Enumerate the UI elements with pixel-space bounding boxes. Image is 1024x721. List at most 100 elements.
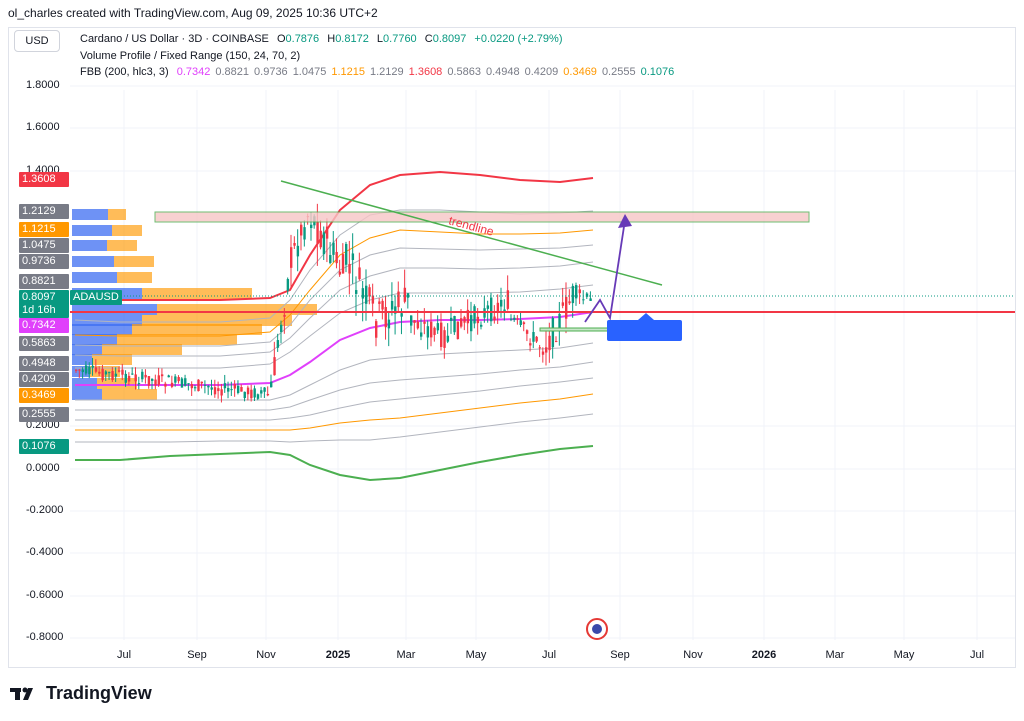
candle-body <box>578 289 581 294</box>
candle-body <box>513 317 516 320</box>
upper-band-line <box>75 170 594 301</box>
candle-body <box>213 387 217 395</box>
candle-body <box>486 305 490 309</box>
x-axis-label: Jul <box>541 649 557 661</box>
price-tag: 0.7342 <box>19 318 69 333</box>
candle-body <box>387 319 391 329</box>
price-tag: 0.1076 <box>19 439 69 454</box>
candle-body <box>240 386 243 392</box>
volume-profile-bar <box>72 344 102 355</box>
symbol-tag: ADAUSD <box>70 290 122 305</box>
x-axis-label: May <box>893 649 915 661</box>
candle-body <box>316 221 319 244</box>
candle-body <box>568 301 571 304</box>
y-axis-label: -0.6000 <box>26 589 64 601</box>
candle-body <box>473 306 476 324</box>
fbb-value: 0.9736 <box>254 66 288 78</box>
price-tag: 1.1215 <box>19 222 69 237</box>
fbb-value: 0.5863 <box>447 66 481 78</box>
candle-body <box>403 287 407 302</box>
candle-body <box>416 321 420 329</box>
y-axis-label: 0.2000 <box>26 419 60 431</box>
volume-profile-bar <box>132 324 262 335</box>
candle-body <box>184 378 187 386</box>
candle-body <box>137 383 141 385</box>
chart-pane[interactable] <box>8 27 1016 668</box>
fbb-value: 0.7342 <box>176 66 211 78</box>
volume-profile-bar <box>72 209 108 220</box>
candle-body <box>134 374 137 382</box>
volume-profile-bar <box>117 334 237 345</box>
volume-profile-bar <box>72 256 114 267</box>
candle-body <box>456 321 460 340</box>
candle-body <box>519 320 522 325</box>
candle-body <box>510 318 513 320</box>
candle-body <box>75 369 78 371</box>
candle-body <box>220 389 223 396</box>
fbb-value: 1.2129 <box>370 66 404 78</box>
candle-body <box>585 293 589 297</box>
x-axis-label: May <box>465 649 487 661</box>
arrow-head <box>618 214 632 228</box>
symbol-legend[interactable]: Cardano / US Dollar · 3D · COINBASE O0.7… <box>80 33 568 45</box>
candle-body <box>78 369 81 371</box>
price-tag: 1.3608 <box>19 172 69 187</box>
annotation-pointer <box>638 313 654 320</box>
candle-body <box>253 388 256 398</box>
candle-body <box>203 384 207 386</box>
fbb-value: 1.0475 <box>292 66 327 78</box>
candle-body <box>426 326 430 338</box>
candle-body <box>170 382 174 387</box>
candle-body <box>104 371 108 375</box>
candle-body <box>141 371 144 380</box>
x-axis-label: Jul <box>969 649 985 661</box>
candle-body <box>532 332 535 342</box>
tradingview-icon <box>10 687 33 700</box>
volume-profile-bar <box>72 225 112 236</box>
ohlc-open: O0.7876 <box>276 33 320 45</box>
candle-body <box>286 279 290 291</box>
candle-body <box>378 301 381 304</box>
volume-profile-bar <box>72 272 117 283</box>
candle-body <box>351 253 355 261</box>
volume-profile-bar <box>72 378 97 389</box>
candle-body <box>131 373 134 375</box>
x-axis-label: Nov <box>256 649 276 661</box>
candle-body <box>98 371 101 374</box>
basis-line <box>75 311 594 386</box>
candle-body <box>476 316 480 324</box>
volume-profile-bar <box>72 304 157 315</box>
candle-body <box>151 378 154 381</box>
candle-body <box>503 309 506 312</box>
candle-body <box>561 302 565 306</box>
candle-body <box>322 232 326 255</box>
currency-button[interactable]: USD <box>14 30 60 52</box>
volume-profile-bar <box>102 344 182 355</box>
volume-profile-legend[interactable]: Volume Profile / Fixed Range (150, 24, 7… <box>80 50 305 62</box>
volume-profile-bar <box>92 354 132 365</box>
band-line <box>75 361 594 411</box>
candle-body <box>420 332 423 337</box>
volume-profile-bar <box>102 389 157 400</box>
y-axis-label: -0.2000 <box>26 504 64 516</box>
x-axis-label: Sep <box>610 649 630 661</box>
fbb-legend[interactable]: FBB (200, hlc3, 3) 0.7342 0.8821 0.9736 1.0… <box>80 66 679 78</box>
fbb-value: 0.1076 <box>640 66 675 78</box>
candle-body <box>551 317 555 348</box>
band-line <box>75 393 594 431</box>
candle-body <box>506 290 510 309</box>
candle-body <box>470 315 473 332</box>
brand-name: TradingView <box>46 683 152 703</box>
candle-body <box>177 377 180 382</box>
candle-body <box>319 230 322 248</box>
candle-body <box>81 369 85 373</box>
volume-profile-bar <box>142 315 292 326</box>
candle-body <box>263 387 266 392</box>
candle-body <box>303 227 306 240</box>
volume-profile-bar <box>142 288 252 299</box>
candle-body <box>296 245 300 257</box>
candle-body <box>365 285 368 304</box>
candle-body <box>430 321 433 338</box>
ohlc-low: L0.7760 <box>376 33 417 45</box>
